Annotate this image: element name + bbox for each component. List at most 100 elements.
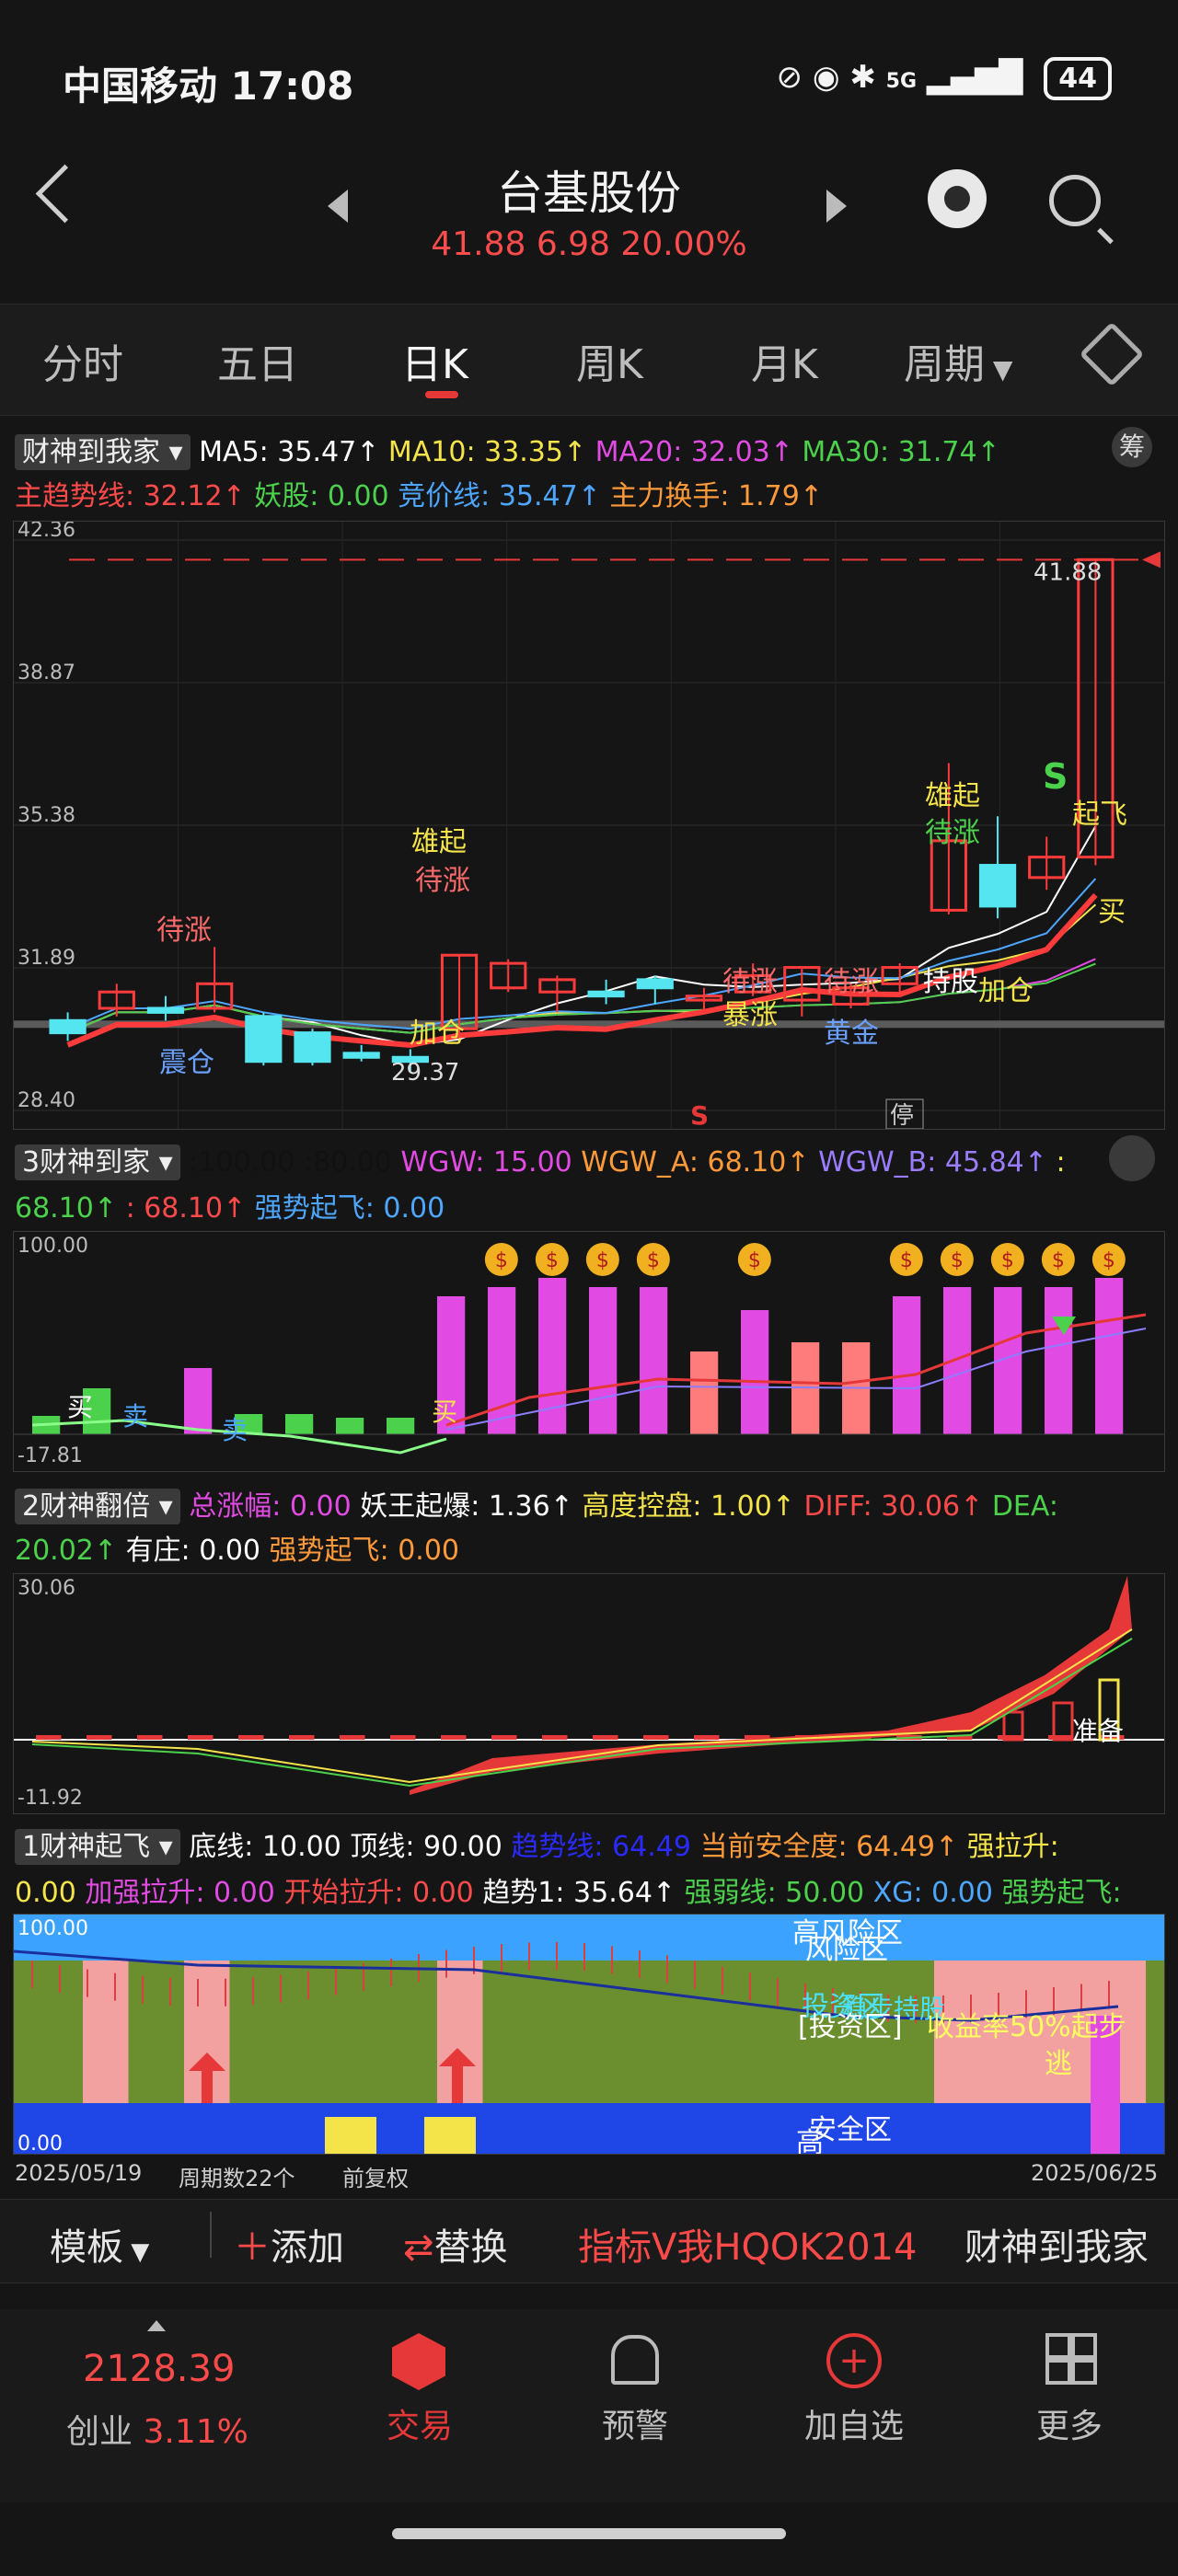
adjust-mode[interactable]: 前复权	[342, 2166, 409, 2191]
tab-monthly-k[interactable]: 月K	[751, 341, 818, 388]
tab-five-day[interactable]: 五日	[217, 341, 298, 388]
p2-bar	[943, 1287, 972, 1434]
panel4-header-line2: 0.00 加强拉升: 0.00 开始拉升: 0.00 趋势1: 35.64↑ 强…	[15, 1869, 1122, 1910]
panel3-value-0: 总涨幅: 0.00	[189, 1490, 361, 1523]
expand-up-icon[interactable]	[147, 2320, 166, 2331]
p4-profit-note: 收益率50%起步	[927, 2011, 1126, 2043]
p3-bar	[593, 1735, 618, 1740]
panel2-value-3: WGW_A: 68.10↑	[581, 1146, 819, 1179]
panel4-value-1: 顶线: 90.00	[350, 1831, 512, 1863]
main-trend-line	[66, 892, 1098, 1048]
money-bag-icon	[737, 1243, 771, 1276]
annotation-a7: 待涨	[722, 966, 778, 998]
p2-y-bottom: -17.81	[17, 1444, 83, 1467]
auction-line	[67, 878, 1097, 1030]
money-bag-glyph: $	[748, 1249, 761, 1272]
main-indicator-line2: 主趋势线: 32.12↑ 妖股: 0.00 竞价线: 35.47↑ 主力换手: …	[15, 473, 823, 513]
panel2-selector[interactable]: 3财神到家 ▾	[15, 1144, 180, 1180]
index-row[interactable]: 创业 3.11%	[66, 2413, 248, 2451]
indicator-source-link[interactable]: 财神到我家	[964, 2226, 1149, 2269]
indicator-v-link[interactable]: 指标V我HQOK2014	[578, 2226, 918, 2269]
money-bag-icon	[1091, 1243, 1126, 1276]
p2-bar	[893, 1296, 921, 1434]
date-end: 2025/06/25	[1031, 2160, 1159, 2186]
grid-icon	[1045, 2333, 1097, 2385]
panel2-chart[interactable]: 100.00 -17.81 $ $ $ $ $ $ $ $ $ $ 买卖卖买	[13, 1231, 1165, 1472]
p2-bar	[1045, 1287, 1073, 1434]
panel4-header-line1: 1财神起飞 ▾ 底线: 10.00 顶线: 90.00 趋势线: 64.49 当…	[15, 1823, 1059, 1865]
nav-alert[interactable]: 预警	[601, 2408, 668, 2445]
p2-bar	[690, 1351, 719, 1434]
p3-bar	[542, 1735, 568, 1740]
money-bag-glyph: $	[647, 1249, 660, 1272]
tab-period[interactable]: 周期 ▼	[904, 341, 1013, 388]
nav-more[interactable]: 更多	[1035, 2408, 1103, 2445]
search-icon[interactable]	[1049, 175, 1101, 226]
p3-bar-tall	[1002, 1710, 1024, 1742]
template-button[interactable]: 模板 ▼	[50, 2226, 150, 2269]
tab-intraday[interactable]: 分时	[42, 341, 123, 388]
p2-bar	[741, 1310, 769, 1434]
annotation-a4: 加仓	[410, 1018, 465, 1050]
y-axis-label: 31.89	[17, 947, 75, 970]
p2-red-line	[445, 1313, 1147, 1427]
tab-weekly-k[interactable]: 周K	[576, 341, 643, 388]
tab-daily-k[interactable]: 日K	[401, 341, 468, 388]
p3-bar-tall	[1052, 1701, 1074, 1742]
money-bag-glyph: $	[900, 1249, 913, 1272]
main-indicator-selector[interactable]: 财神到我家 ▾	[15, 434, 191, 470]
nav-trade[interactable]: 交易	[386, 2408, 453, 2445]
panel2-value2-2: 强势起飞: 0.00	[254, 1192, 445, 1225]
p4-magenta-bar	[1091, 2016, 1120, 2154]
candle-body	[538, 978, 576, 994]
annotation-a5: 震仓	[159, 1047, 214, 1079]
p2-bar	[235, 1414, 263, 1434]
assistant-robot-icon[interactable]	[928, 169, 987, 228]
panel3-chart[interactable]: 30.06 -11.92 准备	[13, 1573, 1165, 1814]
next-stock-icon[interactable]	[826, 190, 847, 223]
panel4-value2-3: 趋势1: 35.64↑	[482, 1877, 685, 1909]
status-time: 中国移动 17:08	[63, 63, 354, 109]
panel4-selector[interactable]: 1财神起飞 ▾	[15, 1829, 180, 1865]
candlestick-chart[interactable]: 42.36 38.87 35.38 31.89 28.40 41.88 29.37 待涨 雄起待…	[13, 519, 1165, 1131]
p3-bar	[289, 1735, 315, 1740]
p3-dea-line	[31, 1638, 1133, 1788]
panel2-header-line2: 68.10↑ : 68.10↑ 强势起飞: 0.00	[15, 1185, 445, 1225]
annotation-a15: 起飞	[1072, 799, 1127, 831]
panel2-header-line1: 3财神到家 ▾ :100.00 :80.00 WGW: 15.00 WGW_A:…	[15, 1139, 1066, 1180]
panel4-chart[interactable]: 100.00 0.00 高风险区 风险区 投资区 稳步持股 [投资区] 收益率50%起步逃安全…	[13, 1914, 1165, 2159]
annotation-a6: 暴涨	[722, 999, 778, 1031]
candle-body	[636, 978, 674, 990]
replace-indicator-button[interactable]: ⇄替换	[403, 2226, 508, 2269]
prev-stock-icon[interactable]	[328, 190, 348, 223]
nav-watchlist[interactable]: 加自选	[803, 2408, 904, 2445]
bluetooth-icon: ✱	[849, 59, 876, 96]
money-bag-icon	[585, 1243, 619, 1276]
date-start: 2025/05/19	[15, 2160, 143, 2186]
money-bag-glyph: $	[495, 1249, 508, 1272]
p3-bar	[340, 1735, 365, 1740]
p2-purple-line	[445, 1328, 1147, 1431]
candle-body	[245, 1015, 283, 1064]
annotation-a12: 雄起	[925, 780, 980, 812]
p2-bar	[83, 1388, 111, 1434]
panel3-selector[interactable]: 2财神翻倍 ▾	[15, 1489, 180, 1524]
expand-icon[interactable]	[1109, 1135, 1155, 1181]
index-value[interactable]: 2128.39	[83, 2348, 236, 2390]
candle-body	[1077, 558, 1114, 859]
p4-zone-high2: 高	[796, 2127, 824, 2154]
panel2-value2-0: 68.10↑	[15, 1192, 126, 1225]
up-arrow-icon	[189, 2053, 225, 2103]
candle-body	[391, 1055, 429, 1064]
candle-body	[294, 1031, 331, 1064]
annotation-a11: 加仓	[978, 975, 1034, 1007]
signal-icon: ▂▄▆█	[926, 59, 1023, 96]
eye-icon: ◉	[812, 59, 840, 96]
add-indicator-button[interactable]: ＋添加	[234, 2226, 344, 2269]
money-bag-glyph: $	[1001, 1249, 1014, 1272]
main-ind-value-3: 主力换手: 1.79↑	[609, 480, 823, 512]
toolbar-divider	[210, 2212, 212, 2258]
chip-distribution-button[interactable]: 筹	[1112, 427, 1152, 467]
candle-body	[587, 990, 625, 998]
panel3-value-4: DEA:	[991, 1490, 1058, 1523]
